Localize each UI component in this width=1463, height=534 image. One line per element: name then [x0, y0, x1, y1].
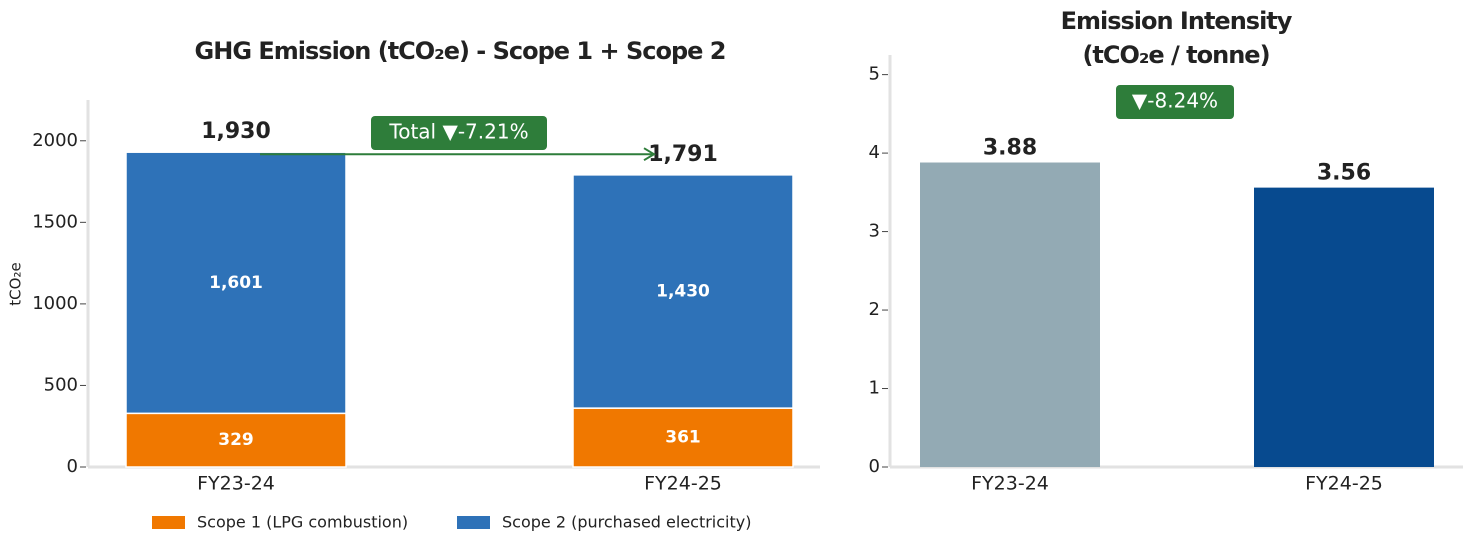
bar-segment	[572, 407, 794, 468]
value-label: 3.56	[1317, 161, 1371, 186]
bar	[920, 162, 1100, 467]
annotation: Total ▼-7.21%	[388, 120, 528, 144]
y-tick-label: 2000	[32, 130, 78, 151]
y-tick-label: 1	[869, 378, 880, 399]
y-tick-label: 500	[44, 374, 78, 395]
bar-segment	[572, 174, 794, 409]
arrow-head	[643, 147, 656, 162]
y-tick-label: 3	[869, 221, 880, 242]
x-tick-label: FY24-25	[1305, 473, 1383, 495]
bar	[1254, 187, 1434, 467]
y-tick-label: 0	[869, 456, 880, 477]
value-label: 361	[665, 428, 701, 448]
x-tick-label: FY24-25	[644, 473, 722, 495]
y-tick-label: 2	[869, 299, 880, 320]
value-label: 3.88	[983, 136, 1037, 161]
legend-swatch	[152, 516, 185, 529]
value-label: 1,601	[209, 273, 263, 293]
y-axis-label: tCO₂e	[7, 262, 25, 305]
x-tick-label: FY23-24	[971, 473, 1049, 495]
y-tick-label: 0	[67, 456, 78, 477]
legend-swatch	[457, 516, 490, 529]
bar-segment	[125, 412, 347, 468]
annotation: ▼-8.24%	[1132, 89, 1218, 113]
y-tick-label: 5	[869, 64, 880, 85]
legend-label: Scope 1 (LPG combustion)	[197, 513, 408, 532]
annotation-box	[371, 116, 547, 150]
total-label: 1,791	[648, 142, 718, 167]
chart-title: Emission Intensity	[1061, 7, 1293, 35]
value-label: 329	[218, 430, 254, 450]
y-tick-label: 4	[869, 142, 880, 163]
value-label: 1,430	[656, 281, 710, 301]
total-label: 1,930	[201, 119, 271, 144]
x-tick-label: FY23-24	[197, 473, 275, 495]
y-tick-label: 1000	[32, 293, 78, 314]
legend-label: Scope 2 (purchased electricity)	[502, 513, 751, 532]
annotation-box	[1116, 85, 1234, 119]
chart-subtitle: (tCO₂e / tonne)	[1082, 41, 1269, 69]
chart-title: GHG Emission (tCO₂e) - Scope 1 + Scope 2	[195, 37, 726, 65]
y-tick-label: 1500	[32, 211, 78, 232]
bar-segment	[125, 151, 347, 415]
